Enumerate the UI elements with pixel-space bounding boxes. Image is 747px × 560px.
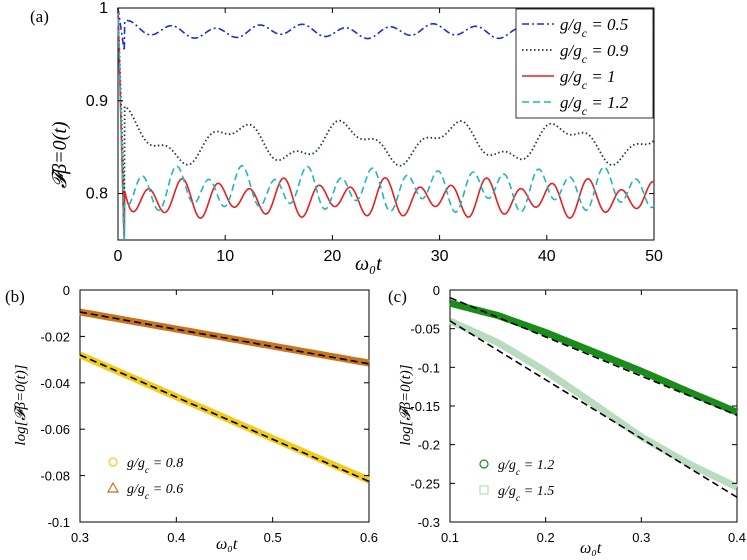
panel-a-xtick-label: 20 <box>324 248 342 265</box>
panel-b: 0.3 0.4 0.5 0.6 0 -0.02 -0.04 -0.06 -0.08 -0.1 ω₀… <box>13 283 378 553</box>
legend-label: g/gc = 0.6 <box>127 482 183 502</box>
panel-a-ytick-label: 0.8 <box>86 186 108 203</box>
panel-a-ticks: 0 10 20 30 40 50 0.8 0.9 1 <box>86 0 663 265</box>
panel-c-ytick-label: -0.15 <box>410 399 440 414</box>
series-line-2 <box>117 7 655 241</box>
legend-label: g/gc = 1.2 <box>498 458 554 478</box>
panel-a-xtick-label: 40 <box>538 248 556 265</box>
panel-a-xtick-label: 30 <box>431 248 449 265</box>
panel-c-ytick-label: -0.2 <box>418 438 440 453</box>
legend-label: g/gc = 0.8 <box>127 456 183 476</box>
panel-c-ytick-label: -0.05 <box>410 322 440 337</box>
panel-c-series <box>448 296 739 498</box>
panel-a-ylabel: 𝓕β=0(t) <box>49 121 71 188</box>
panel-b-xtick-label: 0.6 <box>360 530 378 545</box>
panel-b-ylabel: log[𝓕β=0(t)] <box>13 364 29 445</box>
series-line-3 <box>117 7 655 241</box>
panel-c: 0.1 0.2 0.3 0.4 0 -0.05 -0.1 -0.15 -0.2 -0.25 -0.3… <box>398 283 746 557</box>
panel-b-xtick-label: 0.3 <box>71 530 89 545</box>
legend-marker-0 <box>479 459 489 469</box>
panel-c-ytick-label: -0.1 <box>418 360 440 375</box>
panel-c-xtick-label: 0.3 <box>632 530 650 545</box>
panel-b-ytick-label: -0.08 <box>40 469 70 484</box>
panel-b-ytick-label: -0.06 <box>40 422 70 437</box>
fit-line-1 <box>449 320 738 498</box>
panel-c-xtick-label: 0.2 <box>537 530 555 545</box>
panel-c-ytick-label: 0 <box>433 283 440 298</box>
panel-c-label: (c) <box>388 287 407 306</box>
panel-a-ytick-label: 1 <box>99 0 108 17</box>
panel-a-legend: g/gc = 0.5g/gc = 0.9g/gc = 1g/gc = 1.2 <box>515 8 654 119</box>
panel-c-xtick-label: 0.1 <box>441 530 459 545</box>
legend-label: g/gc = 1.5 <box>498 484 554 504</box>
legend-marker-1 <box>106 481 120 493</box>
series-band-1 <box>448 317 739 491</box>
panel-c-ytick-label: -0.3 <box>418 515 440 530</box>
panel-a-xtick-label: 50 <box>645 248 663 265</box>
panel-a-xtick-label: 0 <box>114 248 123 265</box>
panel-b-xtick-label: 0.4 <box>167 530 185 545</box>
panel-a-xtick-label: 10 <box>216 248 234 265</box>
panel-b-label: (b) <box>5 287 25 306</box>
legend-marker-0 <box>108 457 118 467</box>
panel-b-ytick-label: -0.04 <box>40 376 70 391</box>
panel-b-ticks: 0.3 0.4 0.5 0.6 0 -0.02 -0.04 -0.06 -0.08 -0.1 <box>40 283 378 545</box>
panel-c-ticks: 0.1 0.2 0.3 0.4 0 -0.05 -0.1 -0.15 -0.2 -0.25 -0.3 <box>410 283 746 545</box>
panel-a-ytick-label: 0.9 <box>86 93 108 110</box>
legend-marker-1 <box>479 485 489 495</box>
panel-b-legend: g/gc = 0.8 g/gc = 0.6 <box>106 456 183 502</box>
panel-b-xtick-label: 0.5 <box>264 530 282 545</box>
panel-c-ylabel: log[𝓕β=0(t)] <box>398 364 414 445</box>
panel-a: 0 10 20 30 40 50 0.8 0.9 1 ω₀t 𝓕β=0(t) g/gc = 0.… <box>49 0 663 275</box>
panel-b-frame <box>79 289 370 523</box>
panel-c-xtick-label: 0.4 <box>728 530 746 545</box>
fit-line-0 <box>79 354 370 483</box>
fit-line-1 <box>79 311 370 365</box>
panel-b-series <box>78 308 371 484</box>
series-band-0 <box>449 299 739 416</box>
panel-a-label: (a) <box>30 7 49 26</box>
panel-c-xlabel: ω₀t <box>580 540 602 557</box>
fit-line-0 <box>449 296 738 417</box>
panel-c-ytick-label: -0.25 <box>410 476 440 491</box>
panel-b-ytick-label: 0 <box>63 283 70 298</box>
panel-b-ytick-label: -0.1 <box>48 515 70 530</box>
panel-c-legend: g/gc = 1.2 g/gc = 1.5 <box>479 458 554 504</box>
panel-b-ytick-label: -0.02 <box>40 329 70 344</box>
panel-a-legend-box <box>515 8 654 119</box>
panel-a-xlabel: ω₀t <box>355 253 382 275</box>
panel-b-xlabel: ω₀t <box>216 536 238 553</box>
legend-label: g/gc = 1.2 <box>560 93 629 118</box>
